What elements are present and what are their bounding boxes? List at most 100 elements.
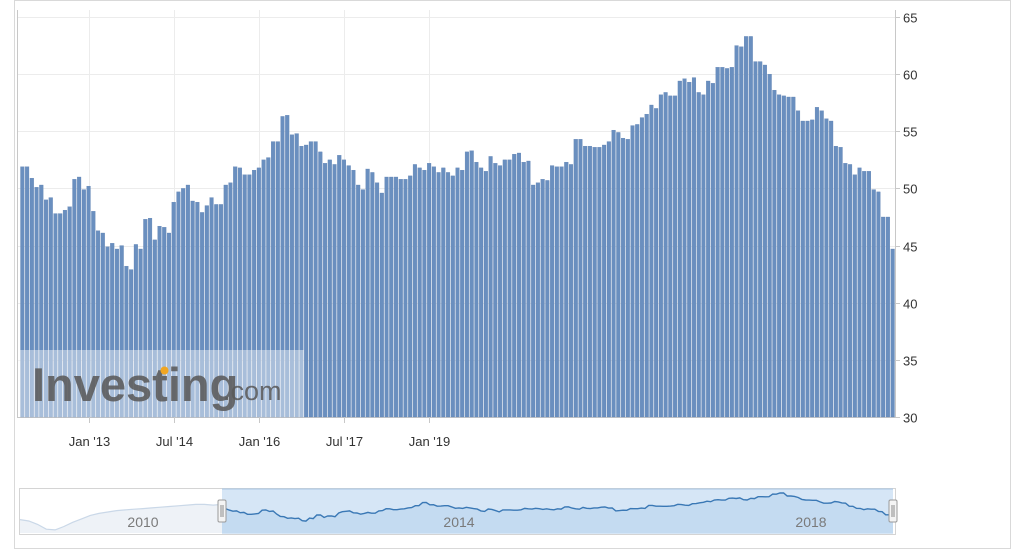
bar[interactable] [86, 185, 91, 418]
bar[interactable] [53, 213, 58, 418]
bar[interactable] [365, 168, 370, 418]
bar[interactable] [493, 163, 498, 418]
bar[interactable] [195, 201, 200, 418]
bar[interactable] [866, 171, 871, 418]
bar[interactable] [611, 129, 616, 418]
bar[interactable] [521, 161, 526, 418]
bar[interactable] [852, 174, 857, 418]
bar[interactable] [308, 141, 313, 418]
navigator-handle-left[interactable] [217, 499, 227, 523]
bar[interactable] [223, 184, 228, 418]
bar[interactable] [375, 182, 380, 418]
bar[interactable] [507, 159, 512, 418]
bar[interactable] [294, 133, 299, 418]
bar[interactable] [157, 225, 162, 418]
bar[interactable] [318, 151, 323, 418]
bar[interactable] [663, 92, 668, 418]
bar[interactable] [171, 201, 176, 418]
bar[interactable] [474, 161, 479, 418]
bar[interactable] [67, 206, 72, 418]
bar[interactable] [644, 113, 649, 418]
bar[interactable] [762, 64, 767, 418]
bar[interactable] [228, 182, 233, 418]
bar[interactable] [351, 169, 356, 418]
bar[interactable] [781, 95, 786, 418]
bar[interactable] [862, 171, 867, 418]
bar[interactable] [824, 118, 829, 418]
bar[interactable] [427, 163, 432, 418]
bar[interactable] [483, 171, 488, 418]
bar[interactable] [441, 167, 446, 418]
bar[interactable] [545, 180, 550, 418]
bar[interactable] [337, 155, 342, 418]
bar[interactable] [304, 144, 309, 418]
bar[interactable] [148, 217, 153, 418]
bar[interactable] [218, 204, 224, 418]
bar[interactable] [327, 159, 332, 418]
bar[interactable] [124, 265, 129, 418]
bar[interactable] [540, 179, 545, 418]
bar[interactable] [162, 227, 167, 418]
bar[interactable] [379, 192, 384, 418]
bar[interactable] [58, 213, 63, 418]
bar[interactable] [398, 179, 403, 418]
bar[interactable] [578, 139, 583, 418]
bar[interactable] [34, 187, 39, 418]
bar[interactable] [200, 212, 205, 418]
bar[interactable] [814, 107, 819, 418]
bar[interactable] [176, 191, 181, 418]
bar[interactable] [559, 166, 564, 418]
bar[interactable] [185, 184, 190, 418]
bar[interactable] [48, 197, 53, 418]
bar[interactable] [744, 36, 749, 418]
bar[interactable] [360, 189, 365, 418]
bar[interactable] [469, 150, 474, 418]
bar[interactable] [479, 167, 484, 418]
bar[interactable] [753, 61, 758, 418]
bar[interactable] [630, 125, 635, 418]
bar[interactable] [516, 152, 521, 418]
bar[interactable] [729, 67, 734, 418]
bar[interactable] [658, 94, 663, 418]
navigator[interactable]: 2010 2014 2018 [19, 488, 898, 535]
bar[interactable] [25, 166, 30, 418]
bar[interactable] [129, 269, 134, 418]
bar[interactable] [885, 216, 890, 418]
bar[interactable] [204, 205, 209, 418]
bar[interactable] [639, 117, 644, 418]
bar[interactable] [687, 81, 692, 418]
bar[interactable] [569, 164, 574, 418]
bar[interactable] [621, 137, 626, 418]
navigator-handle-right[interactable] [888, 499, 898, 523]
bar[interactable] [431, 166, 436, 418]
bar[interactable] [389, 176, 394, 418]
bar[interactable] [654, 108, 659, 418]
bar[interactable] [876, 191, 881, 418]
bar[interactable] [838, 147, 843, 418]
bar[interactable] [535, 182, 540, 418]
bar[interactable] [668, 95, 673, 418]
bar[interactable] [649, 104, 654, 418]
bar[interactable] [857, 167, 862, 418]
bar[interactable] [800, 120, 805, 418]
bar[interactable] [829, 120, 834, 418]
bar[interactable] [606, 141, 611, 418]
bar[interactable] [114, 248, 119, 418]
bar[interactable] [436, 172, 441, 418]
bar[interactable] [460, 169, 465, 418]
bar[interactable] [143, 219, 148, 418]
bar[interactable] [450, 175, 455, 418]
bar[interactable] [332, 164, 337, 418]
bar[interactable] [39, 184, 44, 418]
bar[interactable] [734, 45, 739, 418]
bar[interactable] [100, 232, 105, 418]
bar[interactable] [289, 134, 294, 418]
bar[interactable] [843, 163, 848, 418]
bar[interactable] [488, 156, 493, 418]
bar[interactable] [772, 89, 777, 418]
bar[interactable] [531, 184, 536, 418]
bar[interactable] [214, 204, 219, 418]
bar[interactable] [275, 141, 280, 418]
bar[interactable] [266, 157, 271, 418]
bar[interactable] [786, 96, 791, 418]
